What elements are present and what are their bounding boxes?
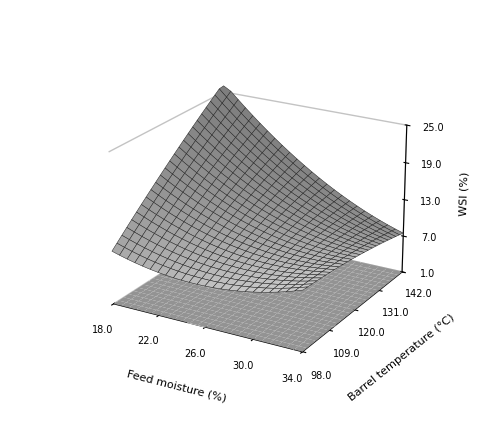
Y-axis label: Barrel temperature (°C): Barrel temperature (°C) xyxy=(347,313,457,404)
X-axis label: Feed moisture (%): Feed moisture (%) xyxy=(126,368,228,403)
